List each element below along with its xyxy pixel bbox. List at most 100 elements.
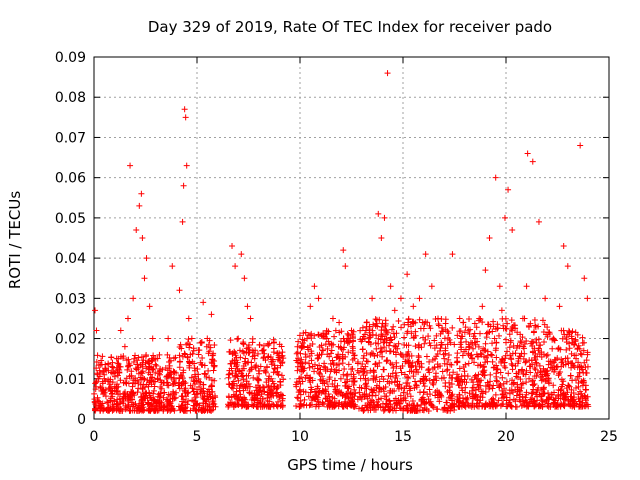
- cloud-point: [171, 395, 178, 402]
- data-point: [577, 142, 584, 149]
- cloud-point: [350, 382, 357, 389]
- cloud-point: [132, 365, 139, 372]
- cloud-point: [456, 382, 463, 389]
- cloud-point: [439, 368, 446, 375]
- cloud-point: [179, 353, 186, 360]
- cloud-point: [560, 390, 567, 397]
- cloud-point: [576, 401, 583, 408]
- cloud-point: [409, 407, 416, 414]
- cloud-point: [471, 330, 478, 337]
- cloud-point: [427, 391, 434, 398]
- cloud-point: [568, 393, 575, 400]
- cloud-point: [557, 402, 564, 409]
- cloud-point: [426, 339, 433, 346]
- cloud-point: [376, 359, 383, 366]
- cloud-point: [314, 355, 321, 362]
- cloud-point: [184, 354, 191, 361]
- cloud-point: [518, 402, 525, 409]
- y-tick-label: 0.09: [55, 50, 86, 66]
- cloud-point: [451, 400, 458, 407]
- cloud-point: [333, 390, 340, 397]
- cloud-point: [265, 402, 272, 409]
- cloud-point: [366, 329, 373, 336]
- data-point: [176, 287, 183, 294]
- data-point: [301, 343, 308, 350]
- cloud-point: [102, 393, 109, 400]
- cloud-point: [571, 341, 578, 348]
- data-point: [165, 335, 172, 342]
- cloud-point: [525, 323, 532, 330]
- data-point: [465, 343, 472, 350]
- cloud-point: [190, 398, 197, 405]
- cloud-point: [372, 392, 379, 399]
- cloud-point: [335, 343, 342, 350]
- cloud-point: [566, 383, 573, 390]
- cloud-point: [241, 383, 248, 390]
- cloud-point: [572, 337, 579, 344]
- cloud-point: [427, 398, 434, 405]
- cloud-point: [310, 394, 317, 401]
- cloud-point: [178, 402, 185, 409]
- cloud-point: [378, 395, 385, 402]
- cloud-point: [433, 332, 440, 339]
- y-tick-label: 0.03: [55, 291, 86, 307]
- data-point: [315, 295, 322, 302]
- cloud-point: [297, 401, 304, 408]
- cloud-point: [170, 355, 177, 362]
- data-point: [161, 379, 168, 386]
- cloud-point: [441, 335, 448, 342]
- cloud-point: [512, 386, 519, 393]
- data-point: [391, 307, 398, 314]
- cloud-point: [531, 373, 538, 380]
- cloud-point: [296, 332, 303, 339]
- cloud-point: [100, 368, 107, 375]
- cloud-point: [483, 330, 490, 337]
- cloud-point: [182, 404, 189, 411]
- cloud-point: [550, 359, 557, 366]
- cloud-point: [502, 355, 509, 362]
- cloud-point: [443, 367, 450, 374]
- cloud-point: [489, 352, 496, 359]
- data-point: [564, 263, 571, 270]
- x-tick-label: 15: [394, 429, 412, 445]
- cloud-point: [260, 355, 267, 362]
- cloud-point: [456, 328, 463, 335]
- cloud-point: [135, 385, 142, 392]
- cloud-point: [513, 373, 520, 380]
- data-point: [124, 315, 131, 322]
- cloud-point: [499, 395, 506, 402]
- cloud-point: [130, 359, 137, 366]
- data-point: [348, 327, 355, 334]
- cloud-point: [531, 328, 538, 335]
- cloud-point: [332, 327, 339, 334]
- cloud-point: [202, 400, 209, 407]
- cloud-point: [359, 336, 366, 343]
- cloud-point: [181, 387, 188, 394]
- cloud-point: [208, 382, 215, 389]
- data-point: [181, 106, 188, 113]
- cloud-point: [442, 347, 449, 354]
- cloud-point: [477, 350, 484, 357]
- cloud-point: [566, 329, 573, 336]
- data-point: [133, 226, 140, 233]
- cloud-point: [100, 407, 107, 414]
- data-point: [121, 343, 128, 350]
- cloud-point: [254, 350, 261, 357]
- cloud-point: [350, 334, 357, 341]
- cloud-point: [404, 391, 411, 398]
- data-point: [387, 283, 394, 290]
- cloud-point: [147, 401, 154, 408]
- cloud-point: [205, 367, 212, 374]
- cloud-point: [342, 382, 349, 389]
- cloud-point: [190, 388, 197, 395]
- cloud-point: [387, 401, 394, 408]
- cloud-point: [94, 370, 101, 377]
- cloud-point: [456, 315, 463, 322]
- cloud-point: [568, 364, 575, 371]
- cloud-point: [146, 379, 153, 386]
- cloud-point: [276, 394, 283, 401]
- cloud-point: [198, 404, 205, 411]
- cloud-point: [528, 357, 535, 364]
- cloud-point: [108, 354, 115, 361]
- data-point: [200, 299, 207, 306]
